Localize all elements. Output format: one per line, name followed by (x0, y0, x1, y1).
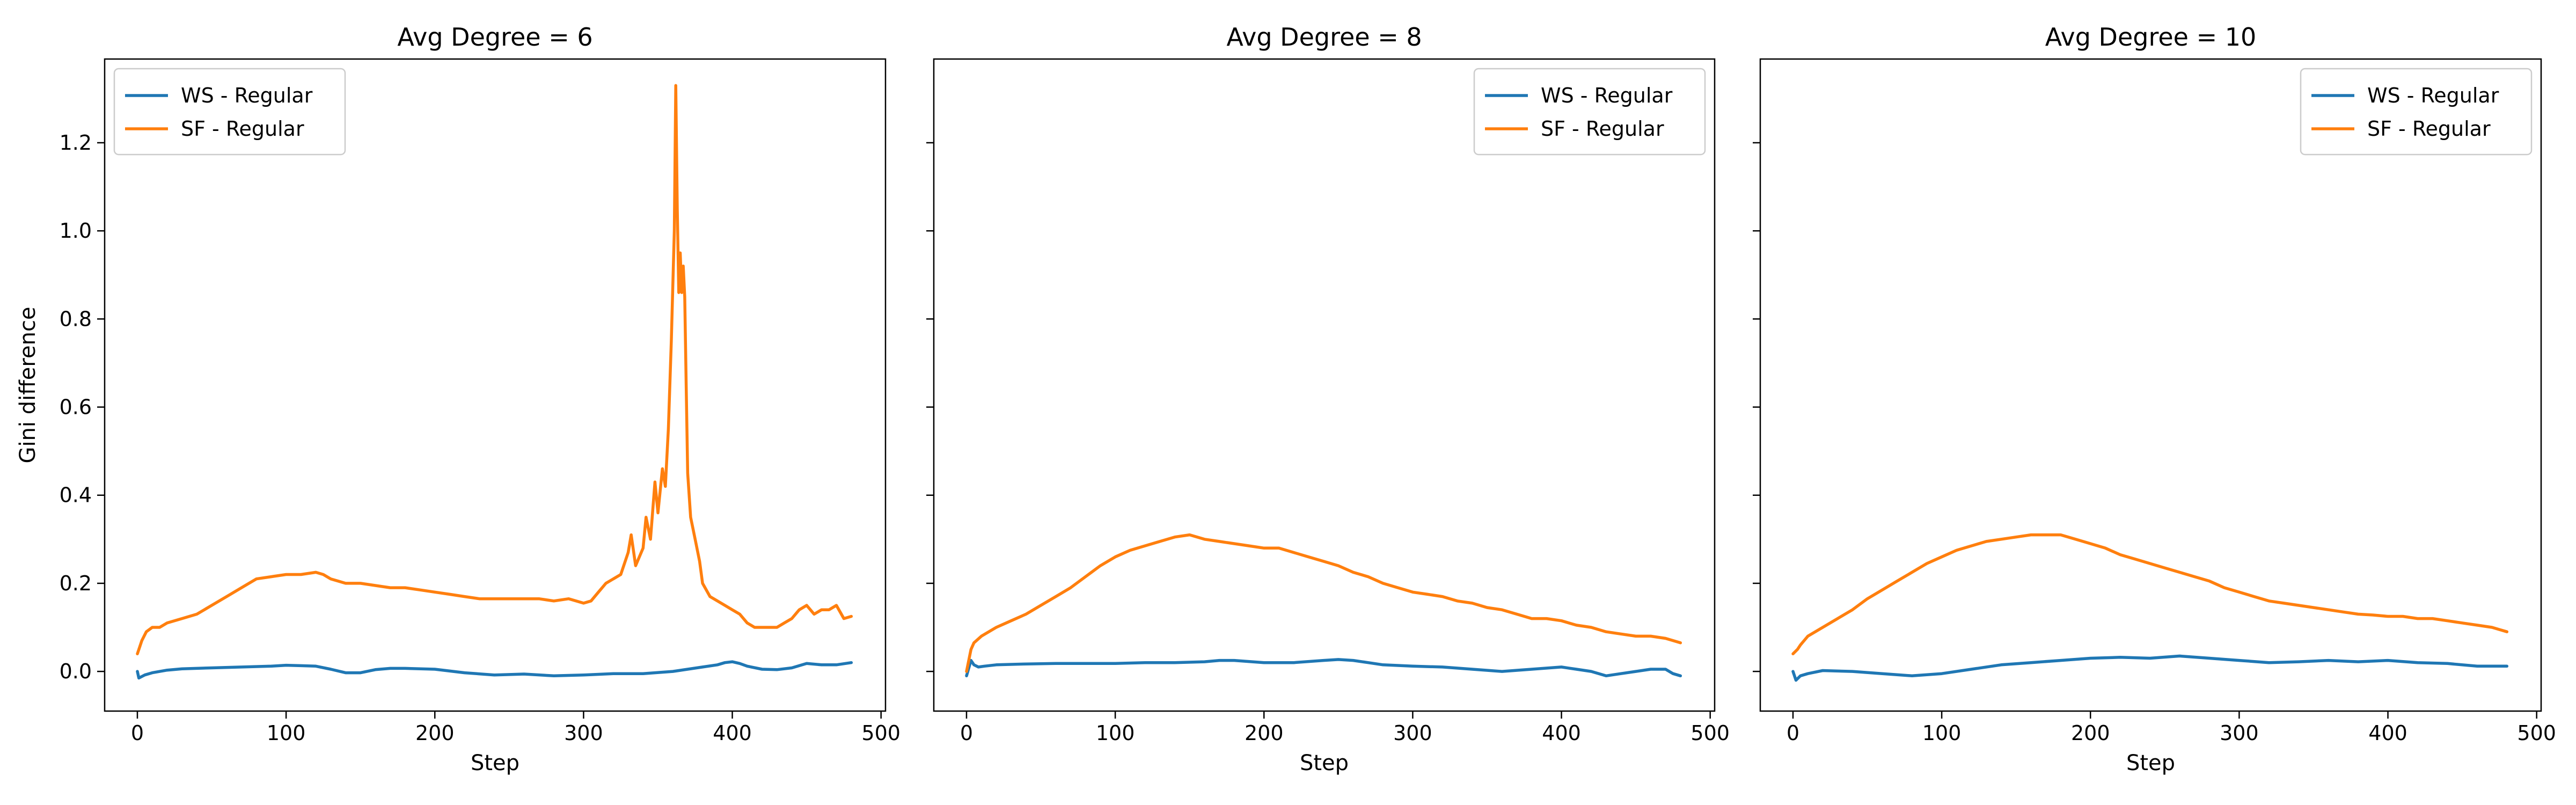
x-tick-label: 300 (564, 721, 603, 745)
legend-box (2300, 68, 2533, 156)
legend-box (1473, 68, 1706, 156)
x-axis-label: Step (471, 751, 519, 775)
x-tick-label: 100 (1922, 721, 1962, 745)
y-tick-label: 1.0 (60, 219, 92, 243)
y-tick-label: 0.6 (60, 396, 92, 419)
series-line-ws-regular (965, 658, 1682, 678)
legend: WS - Regular SF - Regular (113, 68, 346, 156)
x-tick-label: 200 (2071, 721, 2110, 745)
y-tick-label: 0.2 (60, 572, 92, 595)
legend-label: WS - Regular (1541, 84, 1673, 107)
x-tick-label: 400 (713, 721, 752, 745)
series-line-sf-regular (1791, 533, 2509, 656)
legend-label: SF - Regular (2367, 117, 2491, 141)
x-tick-label: 300 (1393, 721, 1432, 745)
y-tick-label: 0.4 (60, 484, 92, 507)
x-tick-label: 200 (415, 721, 455, 745)
legend-label: WS - Regular (2367, 84, 2499, 107)
legend: WS - Regular SF - Regular (2300, 68, 2533, 156)
legend-label: SF - Regular (181, 117, 304, 141)
y-tick-label: 0.0 (60, 660, 92, 683)
x-axis-label: Step (2126, 751, 2175, 775)
y-axis-label: Gini difference (16, 306, 40, 463)
y-tick-label: 1.2 (60, 131, 92, 155)
chart-title: Avg Degree = 10 (2045, 23, 2257, 52)
chart-title: Avg Degree = 8 (1226, 23, 1422, 52)
x-tick-label: 0 (960, 721, 973, 745)
x-tick-label: 0 (1787, 721, 1799, 745)
x-tick-label: 0 (131, 721, 144, 745)
x-tick-label: 500 (1690, 721, 1730, 745)
x-tick-label: 500 (2517, 721, 2556, 745)
chart-panel-2: 0 100 200 300 400 500 Avg Degree = 8 Step WS - R… (926, 23, 1730, 775)
x-tick-label: 300 (2220, 721, 2259, 745)
plot-frame (1759, 58, 2542, 712)
series-line-ws-regular (136, 660, 853, 680)
legend-label: SF - Regular (1541, 117, 1664, 141)
y-tick-label: 0.8 (60, 307, 92, 331)
x-tick-label: 500 (861, 721, 901, 745)
x-axis-label: Step (1300, 751, 1349, 775)
legend-label: WS - Regular (181, 84, 313, 107)
x-tick-label: 100 (267, 721, 306, 745)
series-line-sf-regular (136, 84, 853, 656)
chart-title: Avg Degree = 6 (397, 23, 592, 52)
x-tick-label: 100 (1096, 721, 1135, 745)
plot-frame (933, 58, 1716, 712)
chart-panel-1: 0 100 200 300 400 500 0.0 0.2 0.4 0.6 0.8 1.0 1.2 Avg… (16, 23, 901, 775)
plot-frame (104, 58, 887, 712)
legend-box (113, 68, 346, 156)
chart-panel-3: 0 100 200 300 400 500 Avg Degree = 10 Step WS - … (1753, 23, 2556, 775)
x-tick-label: 400 (2368, 721, 2407, 745)
series-line-ws-regular (1791, 654, 2509, 682)
series-line-sf-regular (965, 533, 1682, 673)
x-tick-label: 400 (1542, 721, 1581, 745)
legend: WS - Regular SF - Regular (1473, 68, 1706, 156)
x-tick-label: 200 (1245, 721, 1284, 745)
